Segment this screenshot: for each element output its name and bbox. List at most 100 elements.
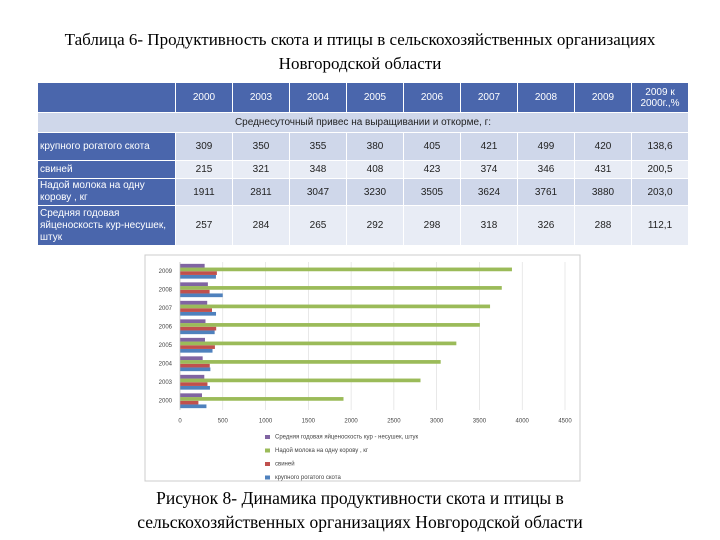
bar	[180, 286, 502, 290]
y-tick-label: 2007	[159, 306, 173, 312]
row-label: Надой молока на одну корову , кг	[37, 178, 176, 206]
y-tick-label: 2009	[159, 269, 173, 275]
legend-label: Надой молока на одну корову , кг	[275, 447, 369, 454]
legend-label: Средняя годовая яйценоскость кур - несуш…	[275, 434, 419, 441]
cell: 257	[175, 205, 233, 246]
cell: 423	[403, 160, 461, 179]
bar	[180, 345, 215, 349]
cell: 3047	[289, 178, 347, 206]
legend-label: свиней	[275, 461, 295, 468]
y-tick-label: 2005	[159, 343, 173, 349]
bar	[180, 360, 441, 364]
y-tick-label: 2006	[159, 324, 173, 330]
bar	[180, 289, 210, 294]
bar	[180, 341, 457, 346]
data-table: 2000 2003 2004 2005 2006 2007 2008 2009 2009 к 2…	[37, 82, 689, 246]
bar	[180, 363, 210, 368]
cell: 420	[574, 132, 632, 161]
x-tick-label: 500	[218, 419, 229, 425]
x-tick-label: 0	[178, 419, 182, 425]
legend-swatch	[265, 475, 270, 480]
cell: 284	[232, 205, 290, 246]
x-tick-label: 1000	[259, 419, 273, 425]
x-tick-label: 1500	[302, 419, 316, 425]
header-cell: 2004	[289, 82, 347, 113]
bar	[180, 267, 512, 272]
y-tick-label: 2008	[159, 287, 173, 293]
y-tick-label: 2003	[159, 380, 173, 386]
x-tick-label: 4000	[516, 419, 530, 425]
cell: 421	[460, 132, 518, 161]
bar	[180, 330, 215, 335]
bar	[180, 393, 202, 398]
table-title: Таблица 6- Продуктивность скота и птицы …	[64, 30, 656, 73]
x-tick-label: 2000	[344, 419, 358, 425]
legend-label: крупного рогатого скота	[275, 475, 341, 481]
x-tick-label: 4500	[558, 419, 572, 425]
cell: 326	[517, 205, 575, 246]
section-row: Среднесуточный привес на выращивании и о…	[37, 112, 689, 133]
legend-swatch	[265, 462, 270, 466]
cell: 350	[232, 132, 290, 161]
x-tick-label: 3000	[430, 419, 444, 425]
bar	[180, 271, 217, 275]
header-cell: 2009 к 2000г.,%	[631, 82, 689, 113]
cell: 318	[460, 205, 518, 246]
cell: 3624	[460, 178, 518, 206]
figure-caption: Рисунок 8- Динамика продуктивности скота…	[137, 488, 583, 532]
bar	[180, 385, 210, 390]
chart-frame	[144, 254, 581, 482]
cell: 431	[574, 160, 632, 179]
bar	[180, 404, 207, 409]
cell: 3761	[517, 178, 575, 206]
bar	[180, 326, 217, 331]
bar	[180, 319, 206, 324]
y-tick-label: 2004	[159, 361, 173, 367]
data-row: свиней 215 321 348 408 423 374 346 431 200,5	[37, 160, 689, 179]
cell: 1911	[175, 178, 233, 206]
legend-swatch	[265, 435, 270, 439]
cell: 298	[403, 205, 461, 246]
x-tick-label: 3500	[473, 419, 487, 425]
bar	[180, 400, 199, 405]
bar	[180, 304, 491, 309]
bar	[180, 374, 205, 379]
header-cell	[37, 82, 176, 113]
bar	[180, 348, 213, 353]
cell: 3880	[574, 178, 632, 206]
header-cell: 2005	[346, 82, 404, 113]
cell: 348	[289, 160, 347, 179]
bar	[180, 356, 203, 361]
cell: 138,6	[631, 132, 689, 161]
header-cell: 2000	[175, 82, 233, 113]
bar	[180, 378, 421, 383]
bar	[180, 300, 208, 305]
bar	[180, 263, 205, 268]
header-row: 2000 2003 2004 2005 2006 2007 2008 2009 2009 к 2…	[37, 82, 689, 113]
cell: 2811	[232, 178, 290, 206]
bar	[180, 337, 205, 342]
y-tick-label: 2000	[159, 398, 173, 404]
bar	[180, 274, 216, 279]
x-tick-label: 2500	[387, 419, 401, 425]
bar	[180, 311, 217, 316]
bar	[180, 308, 212, 312]
header-cell: 2007	[460, 82, 518, 113]
cell: 292	[346, 205, 404, 246]
cell: 309	[175, 132, 233, 161]
cell: 112,1	[631, 205, 689, 246]
cell: 200,5	[631, 160, 689, 179]
cell: 203,0	[631, 178, 689, 206]
cell: 288	[574, 205, 632, 246]
data-row: Средняя годовая яйценоскость кур-несушек…	[37, 205, 689, 246]
data-row: Надой молока на одну корову , кг 1911 2811…	[37, 178, 689, 206]
cell: 3230	[346, 178, 404, 206]
legend-swatch	[265, 448, 270, 453]
cell: 405	[403, 132, 461, 161]
bar	[180, 282, 208, 287]
bar	[180, 323, 480, 327]
row-label: свиней	[37, 160, 176, 179]
section-cell: Среднесуточный привес на выращивании и о…	[37, 112, 689, 133]
